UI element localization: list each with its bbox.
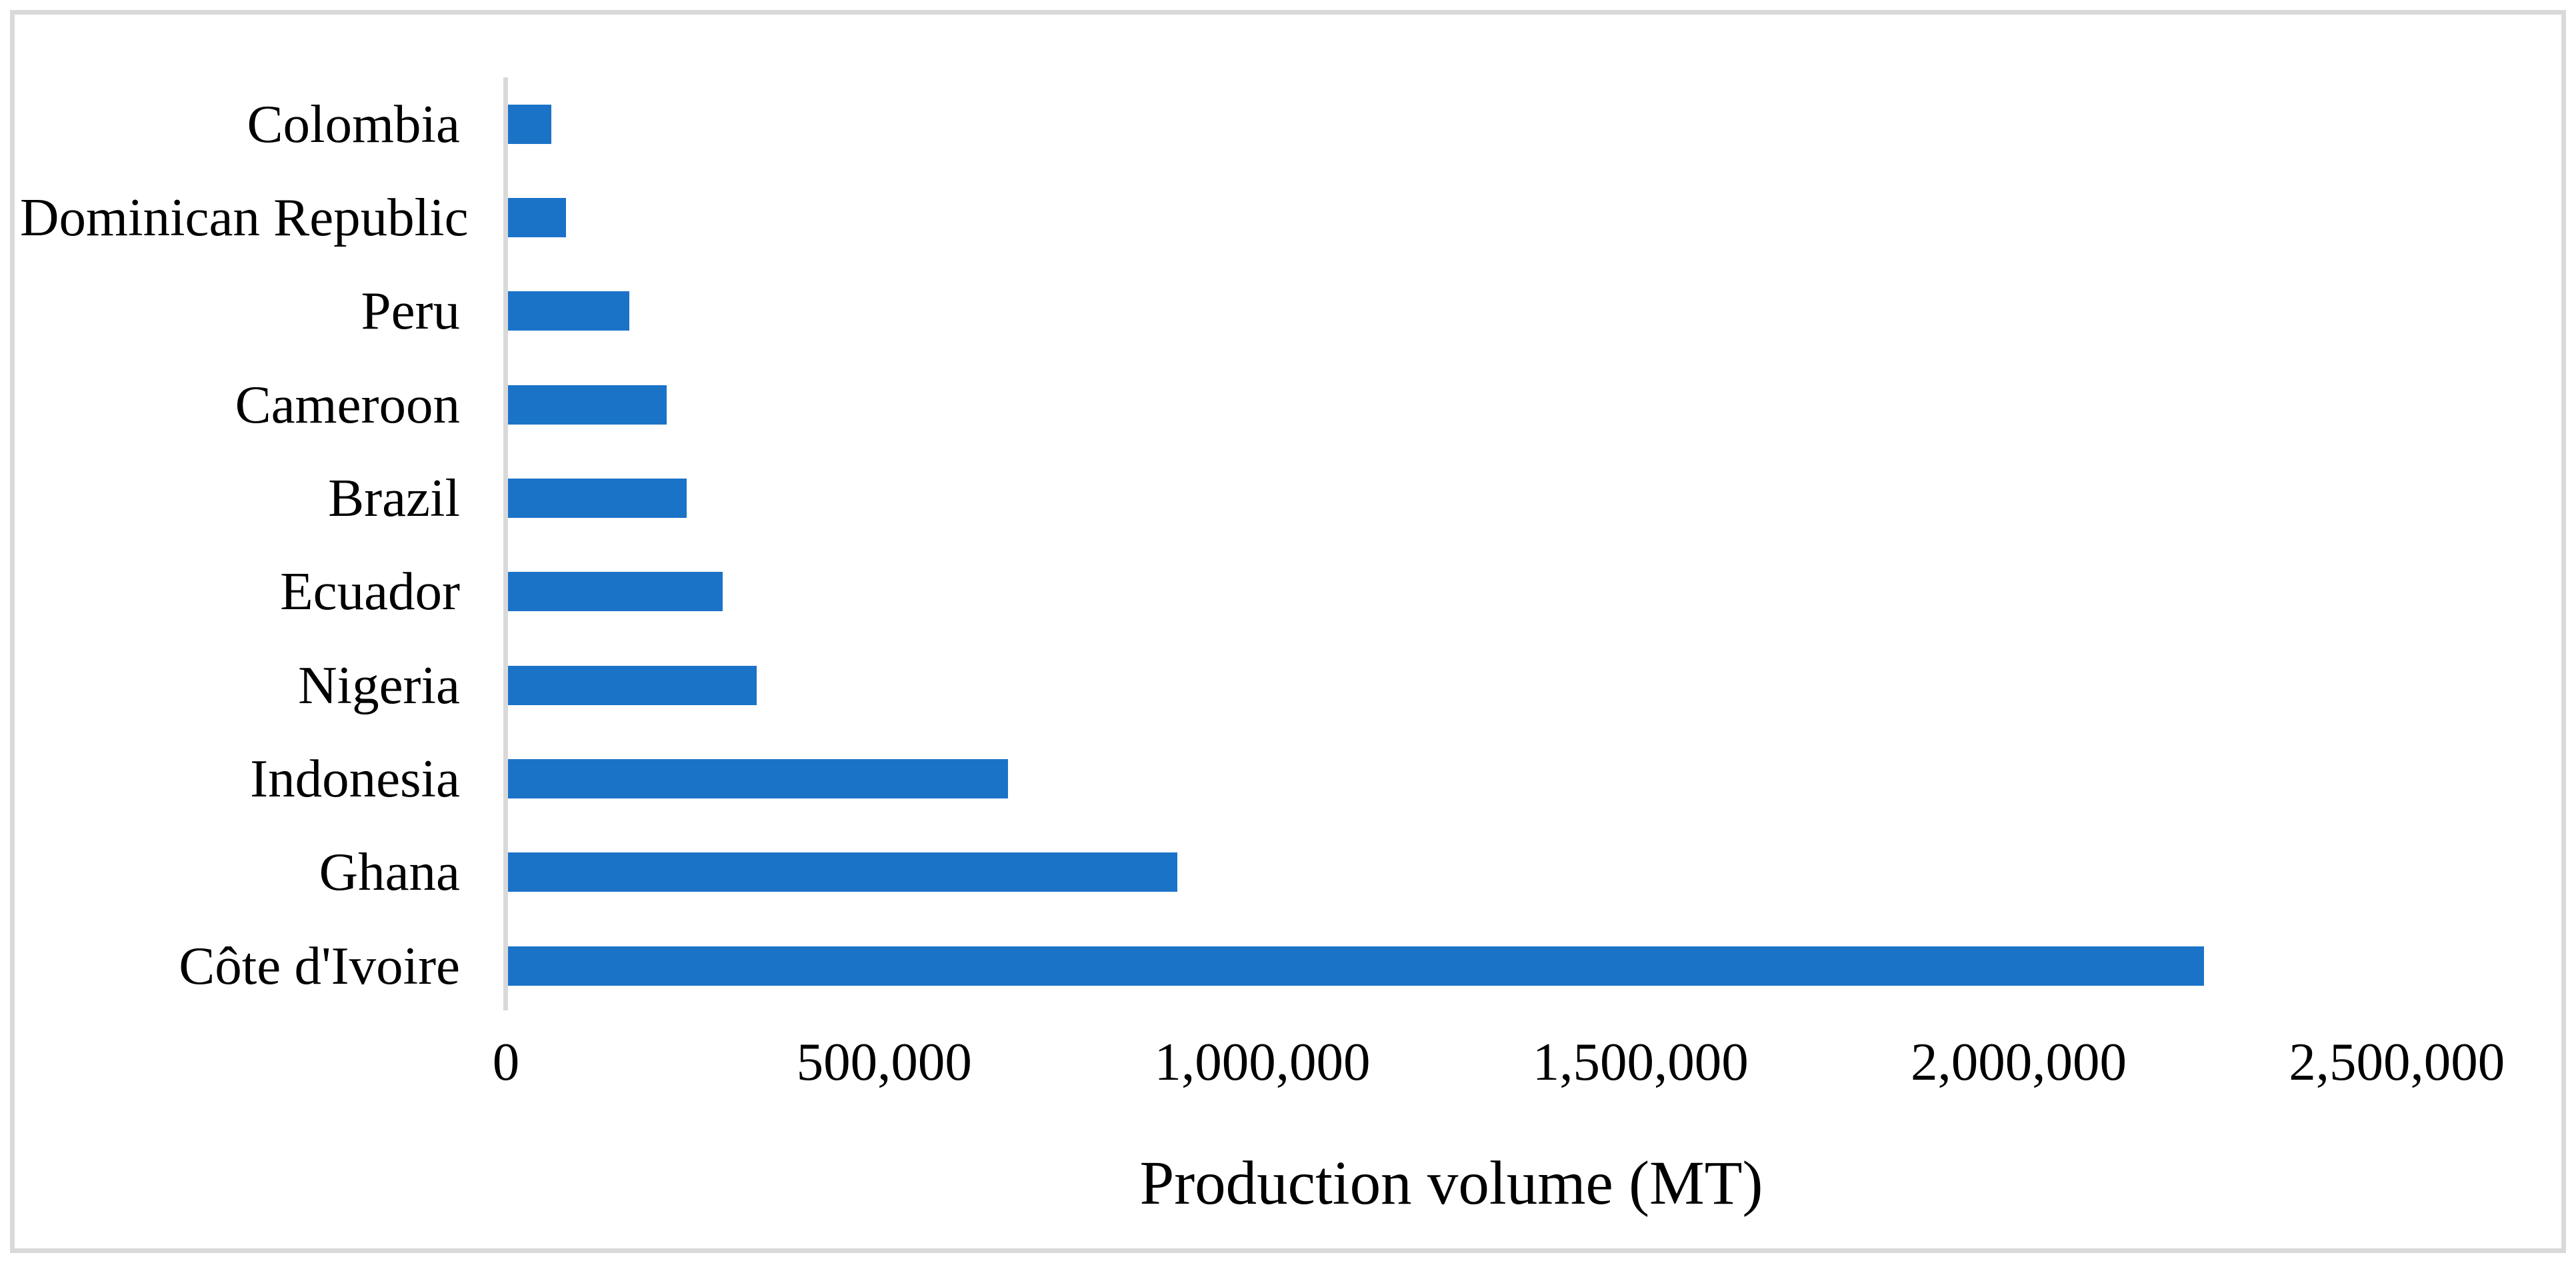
x-tick-label: 1,000,000 (1154, 1032, 1371, 1092)
chart-border (10, 10, 2566, 1253)
category-label: Indonesia (250, 748, 460, 808)
category-label: Ecuador (280, 561, 460, 622)
category-label: Peru (361, 281, 460, 341)
bar (508, 665, 757, 705)
bar (508, 197, 567, 237)
x-tick-label: 2,000,000 (1910, 1032, 2127, 1092)
x-tick-label: 500,000 (796, 1032, 972, 1092)
category-label: Ghana (319, 842, 460, 902)
bar (508, 478, 687, 518)
category-label: Dominican Republic (20, 187, 469, 247)
category-axis-line (503, 77, 508, 1010)
x-tick-label: 2,500,000 (2289, 1032, 2505, 1092)
x-axis-title: Production volume (MT) (1139, 1149, 1763, 1218)
bar (508, 291, 629, 331)
category-label: Nigeria (298, 654, 460, 715)
bar (508, 104, 551, 144)
bar (508, 758, 1008, 798)
category-label: Colombia (247, 93, 461, 154)
bar (508, 852, 1177, 892)
bar (508, 572, 723, 612)
bar (508, 946, 2204, 986)
category-label: Cameroon (235, 374, 460, 435)
x-tick-label: 1,500,000 (1532, 1032, 1749, 1092)
category-label: Côte d'Ivoire (179, 935, 460, 996)
category-label: Brazil (328, 467, 460, 528)
bar (508, 385, 667, 425)
x-tick-label: 0 (492, 1032, 520, 1092)
